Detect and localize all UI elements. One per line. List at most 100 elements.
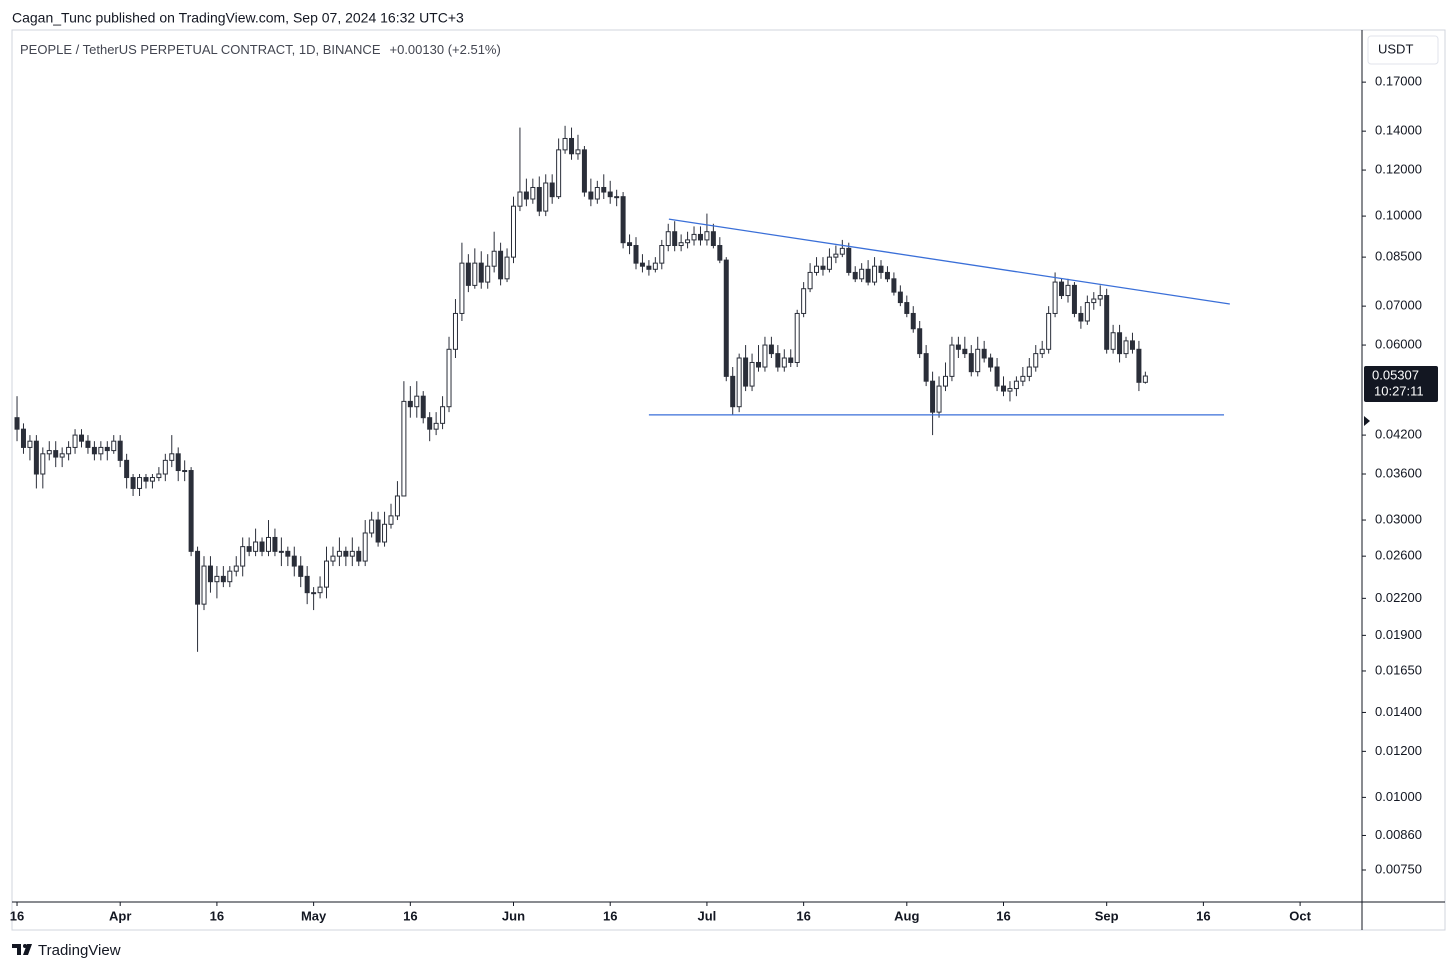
candle-body	[265, 536, 271, 552]
candle-body	[195, 550, 201, 605]
candle-body	[20, 428, 26, 448]
candle-body	[356, 550, 362, 562]
candle-body	[607, 191, 613, 198]
candle-body	[730, 375, 736, 408]
candle-body	[1007, 388, 1013, 392]
candle-body	[162, 459, 168, 475]
candle-body	[988, 357, 994, 368]
candle-body	[917, 328, 923, 355]
candle-body	[304, 575, 310, 594]
candle-body	[298, 565, 304, 577]
candle-body	[575, 149, 581, 155]
x-tick-label: Jul	[698, 908, 717, 923]
candle-body	[859, 268, 865, 280]
x-tick-label: 16	[1196, 908, 1210, 923]
change: +0.00130 (+2.51%)	[390, 42, 501, 57]
candle-body	[369, 519, 375, 534]
candle-body	[33, 440, 39, 475]
candle-body	[27, 440, 33, 448]
candle-body	[839, 247, 845, 255]
candle-body	[375, 519, 381, 543]
candle-body	[117, 440, 123, 461]
candle-body	[549, 182, 555, 198]
candle-body	[820, 265, 826, 270]
candle-body	[930, 380, 936, 413]
y-tick-label: 0.07000	[1375, 298, 1422, 313]
candle-body	[562, 137, 568, 151]
candle-body	[736, 357, 742, 408]
logo	[12, 944, 32, 955]
candle-body	[233, 565, 239, 572]
candle-body	[246, 546, 252, 552]
candle-body	[801, 288, 807, 314]
y-tick-label: 0.00860	[1375, 827, 1422, 842]
candle-body	[904, 302, 910, 314]
candle-body	[498, 250, 504, 280]
x-tick-label: 16	[403, 908, 417, 923]
candle-body	[788, 357, 794, 363]
x-tick-label: 16	[603, 908, 617, 923]
candle-body	[98, 446, 104, 455]
candle-body	[46, 450, 52, 455]
candle-body	[878, 265, 884, 273]
candle-body	[530, 186, 536, 200]
candle-body	[807, 271, 813, 290]
candle-body	[259, 541, 265, 552]
x-tick-label: Aug	[894, 908, 919, 923]
candle-body	[111, 440, 117, 452]
candle-body	[581, 149, 587, 193]
candle-body	[137, 477, 143, 489]
candle-body	[485, 265, 491, 283]
candle-body	[207, 565, 213, 583]
candle-body	[601, 186, 607, 193]
candle-body	[459, 262, 465, 314]
candle-body	[272, 536, 278, 552]
candle-body	[510, 205, 516, 258]
candle-body	[420, 395, 426, 419]
candle-body	[910, 312, 916, 330]
currency-box[interactable]	[1367, 35, 1439, 65]
chart-title: PEOPLE / TetherUS PERPETUAL CONTRACT, 1D…	[20, 42, 501, 57]
candle-body	[691, 233, 697, 241]
candle-body	[652, 262, 658, 270]
candle-body	[175, 453, 181, 472]
logo-dot	[23, 944, 27, 948]
candle-body	[362, 532, 368, 562]
y-tick-label: 0.01400	[1375, 704, 1422, 719]
candle-body	[923, 353, 929, 382]
candle-body	[401, 400, 407, 497]
candle-body	[955, 344, 961, 350]
candle-body	[962, 348, 968, 355]
candle-body	[620, 196, 626, 244]
candle-body	[343, 550, 349, 557]
y-tick-label: 0.08500	[1375, 249, 1422, 264]
candle-body	[188, 470, 194, 552]
candle-body	[143, 477, 149, 482]
candle-body	[588, 191, 594, 200]
candle-body	[227, 570, 233, 583]
candle-body	[104, 446, 110, 452]
candle-body	[865, 268, 871, 283]
candle-body	[330, 555, 336, 562]
logo-icon	[12, 944, 32, 955]
candle-body	[72, 434, 78, 448]
candle-body	[85, 440, 91, 448]
candle-body	[704, 231, 710, 241]
candle-body	[220, 575, 226, 583]
candle-body	[1046, 312, 1052, 350]
candle-body	[659, 245, 665, 264]
candle-body	[942, 375, 948, 387]
candle-body	[936, 385, 942, 413]
candle-body	[794, 312, 800, 363]
candle-body	[1020, 375, 1026, 382]
candle-body	[743, 357, 749, 387]
candle-body	[278, 550, 284, 553]
y-tick-label: 0.12000	[1375, 162, 1422, 177]
candle-body	[59, 453, 65, 458]
x-tick-label: 16	[996, 908, 1010, 923]
candle-body	[756, 361, 762, 368]
candle-body	[1084, 302, 1090, 322]
candle-body	[852, 271, 858, 280]
